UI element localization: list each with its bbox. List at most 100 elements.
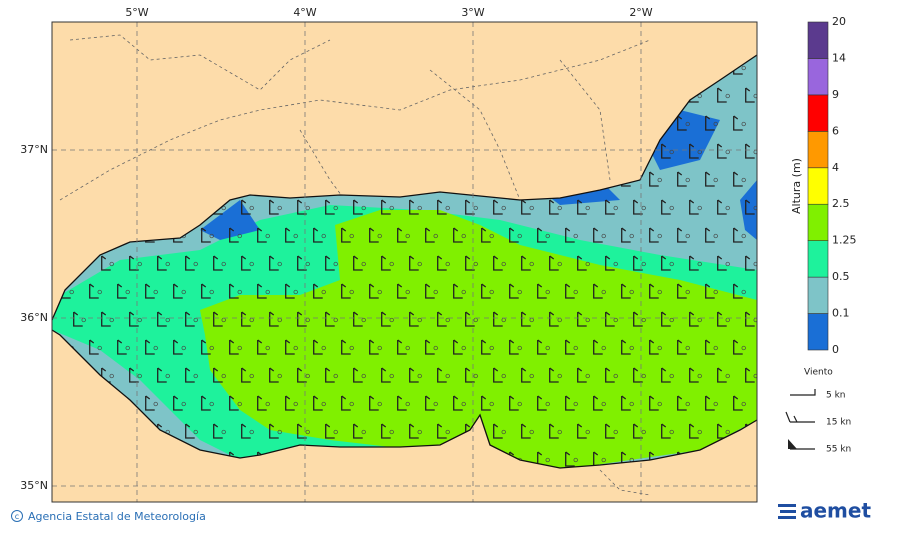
wind-barb [549, 423, 559, 439]
wind-barb [241, 255, 251, 271]
barb-station [445, 205, 450, 211]
wind-barb [521, 367, 531, 383]
wind-barb [173, 395, 183, 411]
wind-barb [593, 227, 603, 243]
barb-station [417, 205, 422, 211]
barb-station [405, 289, 410, 295]
wind-barb [425, 395, 435, 411]
barb-station [209, 345, 214, 351]
barb-station [237, 401, 242, 407]
wind-barb [381, 199, 391, 215]
lon-label: 4°W [293, 6, 316, 19]
wind-barb [409, 199, 419, 215]
zone-1-25 [200, 210, 757, 468]
wind-barb [677, 339, 687, 355]
barb-station [249, 373, 254, 379]
wind-barb [493, 255, 503, 271]
colorbar-box [807, 58, 829, 96]
colorbar-label: 0.5 [832, 270, 850, 283]
colorbar-box [807, 167, 829, 205]
wind-barb [717, 199, 727, 215]
barb-station [265, 289, 270, 295]
borders [59, 34, 651, 496]
barb-station [697, 205, 702, 211]
barb-station [377, 289, 382, 295]
wind-barb [341, 227, 351, 243]
wind-barb [537, 227, 547, 243]
wind-barb [369, 339, 379, 355]
colorbar: 0 0.1 0.5 1.25 2.5 4 6 9 14 20 [807, 15, 857, 356]
wind-barb [213, 255, 223, 271]
barb-station [669, 205, 674, 211]
barb-station [557, 429, 562, 435]
barb-station [389, 373, 394, 379]
wind-barb [661, 199, 671, 215]
barb-station [529, 205, 534, 211]
wind-barb [661, 143, 671, 159]
barb-station [333, 261, 338, 267]
barb-station [697, 317, 702, 323]
barb-station [517, 345, 522, 351]
barb-station [181, 289, 186, 295]
barb-station [109, 317, 114, 323]
wind-barb [733, 227, 743, 243]
legend-label: 15 kn [826, 418, 851, 428]
wind-barb [677, 283, 687, 299]
barb-station [613, 429, 618, 435]
wind-barb [689, 423, 699, 439]
barb-station [445, 429, 450, 435]
barb-station [501, 205, 506, 211]
wind-barb [325, 199, 335, 215]
wind-barb [185, 423, 195, 439]
wind-barb [661, 367, 671, 383]
wind-barb [369, 395, 379, 411]
wind-barb [577, 367, 587, 383]
barb-station [305, 205, 310, 211]
wind-barb [353, 255, 363, 271]
barb-station [433, 345, 438, 351]
barb-station [137, 317, 142, 323]
barb-station [753, 205, 757, 211]
barb-station [613, 205, 618, 211]
wind-barb [173, 283, 183, 299]
wind-barb [145, 283, 155, 299]
colorbar-label: 6 [832, 124, 839, 137]
legend-barb [790, 389, 816, 396]
barb-station [293, 233, 298, 239]
colorbar-label: 4 [832, 161, 839, 174]
wind-barb [689, 311, 699, 327]
barb-station [669, 149, 674, 155]
barb-station [461, 401, 466, 407]
wind-barb [313, 283, 323, 299]
wind-barb [257, 227, 267, 243]
barb-station [321, 289, 326, 295]
barb-station [221, 261, 226, 267]
wind-barb [705, 339, 715, 355]
barb-station [433, 401, 438, 407]
wind-barb [689, 199, 699, 215]
barb-station [237, 289, 242, 295]
wind-barb [213, 311, 223, 327]
barb-station [657, 233, 662, 239]
wind-barb [745, 199, 755, 215]
wind-barb [733, 171, 743, 187]
wind-barb [397, 339, 407, 355]
barb-station [277, 261, 282, 267]
wind-barb [565, 395, 575, 411]
wind-barb [717, 143, 727, 159]
wind-barb [201, 283, 211, 299]
barb-station [473, 205, 478, 211]
barb-station [389, 429, 394, 435]
barb-station [445, 373, 450, 379]
barb-station [557, 373, 562, 379]
barb-station [641, 205, 646, 211]
wind-barb [397, 283, 407, 299]
wind-barb [381, 423, 391, 439]
barb-station [361, 317, 366, 323]
barb-station [545, 233, 550, 239]
wind-barb [425, 339, 435, 355]
barb-station [669, 261, 674, 267]
wind-barb [621, 395, 631, 411]
wind-barb [73, 311, 83, 327]
wind-barb [593, 395, 603, 411]
